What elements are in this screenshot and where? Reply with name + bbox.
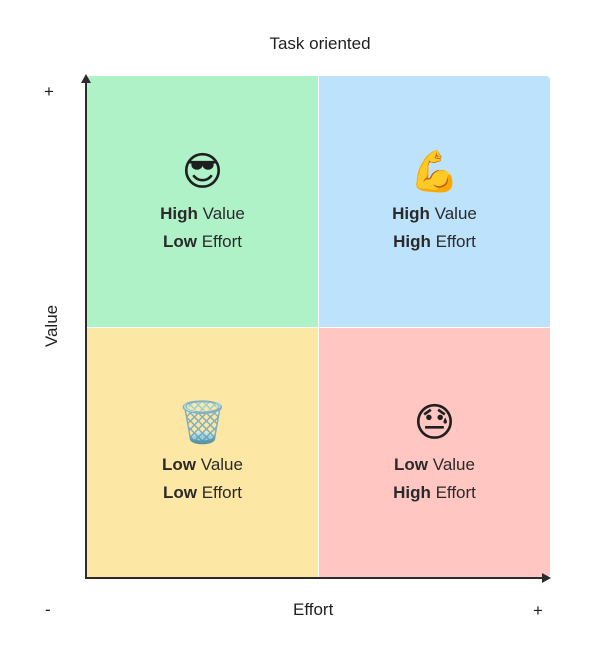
effort-word: Effort (430, 231, 476, 251)
quadrant-low-value-low-effort: 🗑️ Low Value Low Effort (87, 328, 318, 578)
wastebasket-icon: 🗑️ (177, 401, 228, 445)
quadrant-line-value: Low Value (162, 451, 243, 479)
value-level: Low (394, 455, 429, 474)
y-axis-label: Value (42, 304, 61, 348)
diagram-title: Task oriented (269, 34, 371, 53)
x-axis-label: Effort (293, 600, 334, 619)
effort-level: Low (162, 231, 197, 251)
quadrant-line-value: High Value (160, 200, 245, 228)
value-level: Low (162, 455, 197, 474)
value-word: Value (197, 203, 245, 223)
effort-word: Effort (196, 483, 243, 502)
x-axis-minus: - (45, 600, 51, 619)
value-word: Value (428, 455, 475, 474)
quadrant-line-effort: Low Effort (163, 228, 242, 256)
x-axis-line (85, 577, 545, 579)
effort-word: Effort (430, 483, 476, 502)
effort-word: Effort (196, 231, 243, 251)
quadrant-line-effort: High Effort (393, 479, 476, 507)
quadrant-line-effort: High Effort (393, 228, 476, 256)
effort-level: High (393, 483, 431, 502)
effort-level: High (393, 231, 431, 251)
value-level: High (160, 203, 198, 223)
value-word: Value (196, 455, 243, 474)
y-axis-line (85, 82, 87, 579)
smiling-face-with-sunglasses-icon: 😎 (181, 149, 224, 194)
quadrant-low-value-high-effort: 😓 Low Value High Effort (319, 328, 550, 578)
quadrant-high-value-low-effort: 😎 High Value Low Effort (87, 76, 318, 327)
x-axis-plus: + (533, 601, 543, 620)
downcast-face-with-sweat-icon: 😓 (413, 401, 456, 445)
value-word: Value (429, 203, 477, 223)
y-axis-plus: + (44, 82, 54, 101)
x-axis-arrow-icon (542, 573, 551, 583)
quadrant-line-effort: Low Effort (163, 479, 242, 507)
effort-level: Low (162, 483, 197, 502)
flexed-biceps-icon: 💪 (409, 149, 460, 194)
quadrant-high-value-high-effort: 💪 High Value High Effort (319, 76, 550, 327)
y-axis-arrow-icon (81, 74, 91, 83)
value-level: High (392, 203, 430, 223)
quadrant-line-value: High Value (392, 200, 477, 228)
quadrant-line-value: Low Value (394, 451, 475, 479)
